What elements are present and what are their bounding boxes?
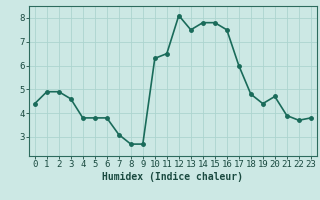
X-axis label: Humidex (Indice chaleur): Humidex (Indice chaleur) [102, 172, 243, 182]
